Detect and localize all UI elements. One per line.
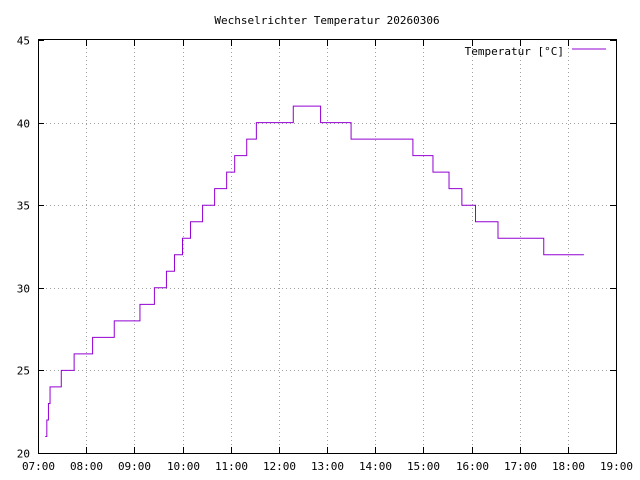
temperature-series-line: [45, 105, 584, 437]
legend: Temperatur [°C]: [465, 45, 606, 58]
x-tick-label: 07:00: [22, 460, 55, 473]
x-tick-label: 08:00: [70, 460, 103, 473]
x-tick-label: 12:00: [263, 460, 296, 473]
legend-label: Temperatur [°C]: [465, 45, 564, 58]
plot-border: [38, 39, 617, 454]
x-tick-label: 14:00: [359, 460, 392, 473]
y-tick-label: 35: [17, 200, 30, 213]
x-tick-label: 19:00: [600, 460, 633, 473]
x-tick-label: 16:00: [456, 460, 489, 473]
x-tick-label: 15:00: [407, 460, 440, 473]
x-tick-label: 13:00: [311, 460, 344, 473]
y-tick-label: 25: [17, 365, 30, 378]
x-tick-label: 18:00: [552, 460, 585, 473]
grid-layer: [38, 40, 616, 453]
x-tick-label: 17:00: [504, 460, 537, 473]
x-tick-label: 11:00: [215, 460, 248, 473]
tick-layer: 20 25 30 35 40 45 07:00 08:00 09:00 10:00 11:00 12:…: [17, 35, 633, 474]
y-tick-label: 40: [17, 118, 30, 131]
y-tick-label: 30: [17, 283, 30, 296]
y-tick-label: 45: [17, 35, 30, 48]
chart-title: Wechselrichter Temperatur 20260306: [214, 14, 439, 27]
y-tick-label: 20: [17, 448, 30, 461]
series-layer: [45, 105, 584, 437]
x-tick-label: 09:00: [118, 460, 151, 473]
x-tick-label: 10:00: [167, 460, 200, 473]
